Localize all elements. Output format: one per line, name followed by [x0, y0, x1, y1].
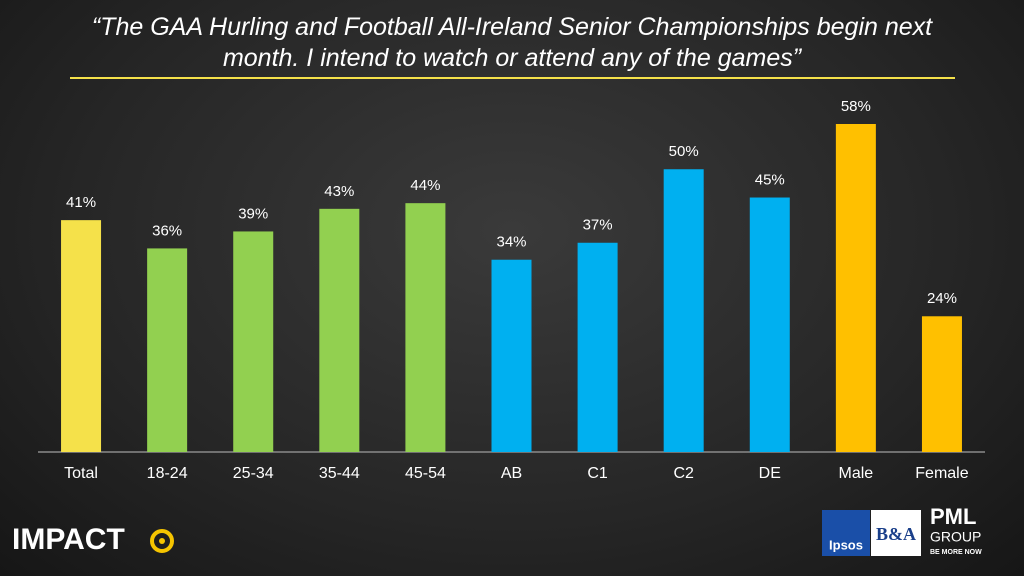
- value-label: 44%: [410, 177, 440, 194]
- value-label: 24%: [927, 290, 957, 307]
- bar: [749, 197, 790, 452]
- x-tick-label: AB: [501, 465, 522, 482]
- x-tick-label: DE: [759, 465, 781, 482]
- value-label: 37%: [583, 217, 613, 234]
- value-label: 58%: [841, 98, 871, 115]
- value-label: 45%: [755, 171, 785, 188]
- bar: [147, 248, 188, 452]
- x-tick-label: 25-34: [233, 465, 274, 482]
- bar: [405, 203, 446, 452]
- ipsos-logo: Ipsos: [829, 537, 863, 552]
- impact-icon-dot: [159, 538, 165, 544]
- bar: [921, 316, 962, 452]
- value-label: 34%: [496, 234, 526, 251]
- pml-tagline: BE MORE NOW: [930, 549, 982, 556]
- bar: [835, 124, 876, 452]
- x-tick-label: 45-54: [405, 465, 446, 482]
- value-label: 36%: [152, 222, 182, 239]
- x-tick-label: 35-44: [319, 465, 360, 482]
- x-tick-label: C2: [673, 465, 694, 482]
- bar: [663, 169, 704, 452]
- x-tick-label: Female: [915, 465, 968, 482]
- x-tick-label: Total: [64, 465, 98, 482]
- impact-icon: [150, 529, 174, 553]
- bar: [319, 208, 360, 452]
- x-tick-label: C1: [587, 465, 608, 482]
- ba-logo-box: [871, 510, 921, 556]
- value-label: 43%: [324, 183, 354, 200]
- bar: [233, 231, 274, 452]
- bar: [577, 242, 618, 452]
- x-tick-label: Male: [839, 465, 874, 482]
- ba-logo: B&A: [876, 524, 916, 544]
- impact-logo: IMPACT: [12, 523, 125, 556]
- chart-title: “The GAA Hurling and Football All-Irelan…: [91, 13, 933, 72]
- pml-group: GROUP: [930, 529, 981, 545]
- ipsos-logo-box: [822, 510, 870, 556]
- value-label: 50%: [669, 143, 699, 160]
- value-label: 39%: [238, 205, 268, 222]
- bar: [491, 259, 532, 452]
- bar: [61, 220, 102, 452]
- pml-logo: PML: [930, 504, 976, 529]
- value-label: 41%: [66, 194, 96, 211]
- x-tick-label: 18-24: [147, 465, 188, 482]
